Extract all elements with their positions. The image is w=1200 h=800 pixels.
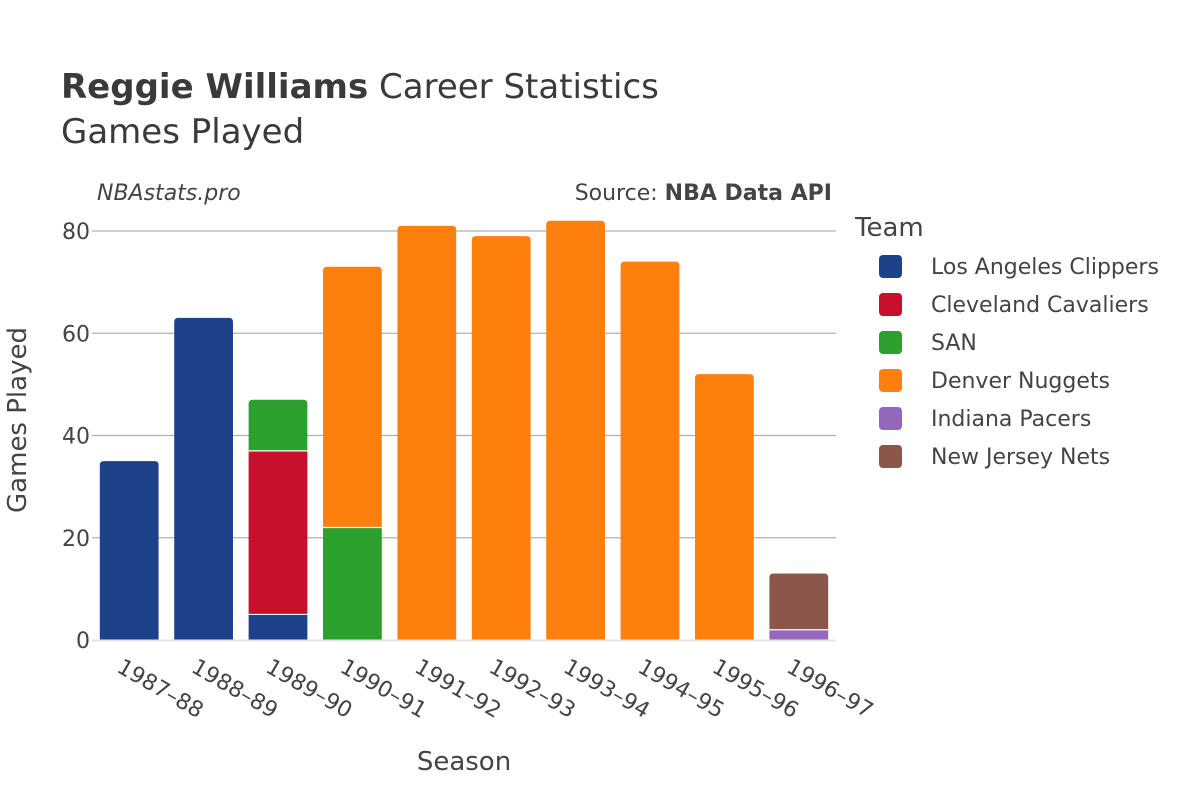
bar-indiana-pacers-1996–97 (769, 629, 829, 640)
chart-title: Reggie Williams Career Statistics (61, 67, 659, 107)
bar-denver-nuggets-1991–92 (397, 225, 457, 640)
legend: Team Los Angeles Clippers Cleveland Caval… (854, 213, 1159, 470)
y-tick-label: 80 (62, 220, 90, 245)
legend-label: Cleveland Cavaliers (931, 293, 1149, 318)
legend-swatch (879, 293, 902, 316)
legend-swatch (879, 445, 902, 468)
source-label: Source: (575, 181, 665, 206)
y-axis-title: Games Played (3, 327, 33, 513)
y-tick-label: 20 (62, 527, 90, 552)
bars (99, 220, 829, 641)
bar-denver-nuggets-1992–93 (471, 236, 531, 641)
legend-swatch (879, 331, 902, 354)
y-tick-label: 40 (62, 425, 90, 450)
bar-denver-nuggets-1990–91 (323, 266, 382, 528)
legend-title: Team (854, 213, 924, 243)
legend-label: Indiana Pacers (931, 407, 1091, 432)
x-tick-label: 1996–97 (782, 655, 877, 724)
legend-swatch (879, 369, 902, 392)
bar-san-1989–90 (248, 399, 308, 451)
legend-swatch (879, 255, 902, 278)
watermark-site: NBAstats.pro (97, 181, 241, 206)
bar-cleveland-cavaliers-1989–90 (248, 450, 308, 615)
source-name: NBA Data API (665, 181, 832, 206)
bar-denver-nuggets-1994–95 (620, 261, 680, 640)
bar-denver-nuggets-1995–96 (695, 374, 754, 640)
bar-los-angeles-clippers-1987–88 (99, 461, 159, 640)
legend-label: Los Angeles Clippers (931, 255, 1159, 280)
bar-los-angeles-clippers-1988–89 (174, 317, 233, 640)
legend-swatch (879, 407, 902, 430)
bar-san-1990–91 (323, 527, 382, 640)
player-name: Reggie Williams (61, 67, 369, 107)
bar-los-angeles-clippers-1989–90 (248, 614, 308, 640)
y-tick-label: 60 (62, 322, 90, 347)
bar-denver-nuggets-1993–94 (546, 220, 605, 640)
chart-subtitle: Games Played (61, 112, 305, 152)
title-suffix: Career Statistics (379, 67, 659, 107)
legend-label: New Jersey Nets (931, 445, 1110, 470)
watermark-source: Source: NBA Data API (575, 181, 832, 206)
bar-new-jersey-nets-1996–97 (769, 573, 829, 630)
y-tick-label: 0 (76, 629, 90, 654)
legend-label: Denver Nuggets (931, 369, 1110, 394)
legend-label: SAN (931, 331, 977, 356)
x-axis-title: Season (417, 747, 511, 777)
